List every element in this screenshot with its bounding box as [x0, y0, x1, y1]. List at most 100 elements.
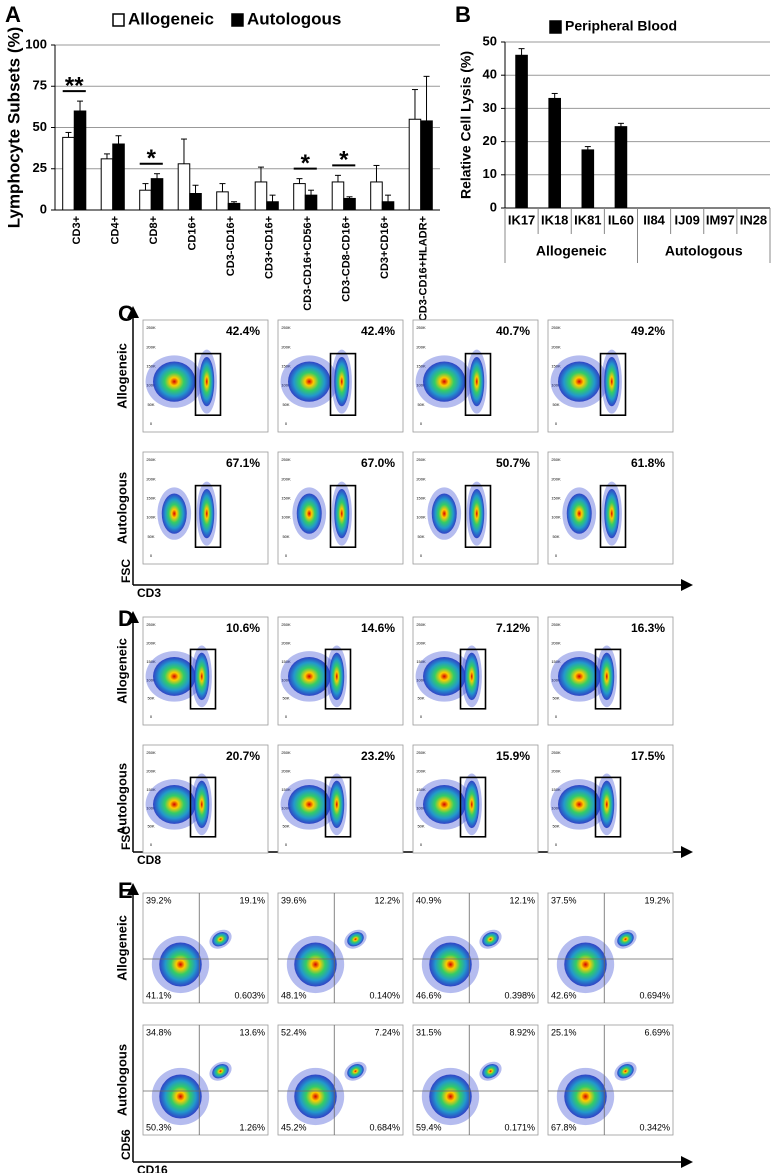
y-tick-label: 10 [483, 166, 497, 181]
quadrant-percentage: 19.2% [644, 895, 670, 905]
legend-label: Autologous [247, 9, 341, 28]
density [329, 780, 345, 829]
y-tick-label: 250K [146, 750, 156, 755]
y-tick-label: 100K [416, 805, 426, 810]
bar [62, 136, 75, 211]
y-tick-label: 150K [416, 659, 426, 664]
gate-percentage: 67.0% [361, 456, 395, 470]
quadrant-percentage: 1.26% [239, 1122, 265, 1132]
y-tick-label: 100K [146, 677, 156, 682]
bar [189, 193, 202, 211]
y-tick-label: 0 [150, 553, 153, 558]
y-tick-label: 75 [33, 78, 47, 93]
row-label: Allogeneic [114, 638, 129, 704]
bar [227, 202, 241, 211]
bar [581, 149, 595, 209]
panel-label: C [118, 301, 134, 326]
y-tick-label: 150K [551, 659, 561, 664]
y-tick-label: 100K [281, 515, 291, 520]
density [482, 1064, 499, 1079]
y-tick-label: 0 [420, 553, 423, 558]
density [329, 652, 345, 701]
y-tick-label: 100K [146, 805, 156, 810]
density [423, 361, 466, 402]
gate-percentage: 20.7% [226, 749, 260, 763]
density [464, 780, 480, 829]
plot-frame [277, 892, 404, 1004]
quadrant-percentage: 67.8% [551, 1122, 577, 1132]
x-tick-label: CD4+ [110, 216, 122, 244]
density [423, 656, 466, 696]
y-tick-label: 200K [281, 640, 291, 645]
density [288, 784, 331, 824]
bar [100, 158, 114, 211]
x-axis-label: CD8 [137, 853, 161, 867]
y-tick-label: 150K [416, 495, 426, 500]
y-tick-label: 50K [282, 696, 289, 701]
y-tick-label: 0 [555, 553, 558, 558]
x-tick-label: CD3+ [71, 216, 83, 244]
gate-percentage: 40.7% [496, 324, 530, 338]
row-label: Allogeneic [114, 915, 129, 981]
y-tick-label: 100K [416, 677, 426, 682]
gate [329, 484, 357, 549]
gate [599, 484, 627, 549]
density [347, 932, 364, 947]
significance-mark: * [339, 147, 349, 174]
density [199, 356, 215, 407]
row-label: Autologous [114, 472, 129, 544]
bar [408, 118, 422, 211]
y-axis-label: CD56 [119, 1129, 133, 1160]
x-tick-label: IK17 [508, 212, 535, 227]
gate-percentage: 61.8% [631, 456, 665, 470]
y-axis-label: Lymphocyte Subsets (%) [4, 27, 23, 229]
plot-frame [412, 892, 539, 1004]
quadrant-percentage: 39.2% [146, 895, 172, 905]
y-tick-label: 200K [416, 476, 426, 481]
plot-frame [412, 1024, 539, 1136]
y-tick-label: 200K [281, 344, 291, 349]
y-tick-label: 200K [281, 476, 291, 481]
plot-frame [547, 1024, 674, 1136]
y-tick-label: 50K [417, 534, 424, 539]
bar [266, 201, 279, 211]
legend-label: Peripheral Blood [565, 18, 677, 34]
y-tick-label: 0 [420, 421, 423, 426]
y-tick-label: 150K [146, 363, 156, 368]
y-tick-label: 250K [551, 750, 561, 755]
group-label: Allogeneic [536, 243, 607, 259]
y-tick-label: 250K [551, 457, 561, 462]
gate [324, 648, 352, 710]
density [288, 656, 331, 696]
quadrant-percentage: 12.2% [374, 895, 400, 905]
y-tick-label: 100K [146, 383, 156, 388]
density [294, 942, 337, 987]
density [464, 652, 480, 701]
y-tick-label: 250K [146, 457, 156, 462]
quadrant-percentage: 0.694% [639, 990, 670, 1000]
plot-frame [142, 892, 269, 1004]
y-tick-label: 0 [150, 714, 153, 719]
bar [614, 126, 628, 209]
y-tick-label: 100 [25, 36, 47, 51]
y-tick-label: 50K [147, 824, 154, 829]
density [429, 1074, 472, 1119]
y-axis-label: Relative Cell Lysis (%) [458, 51, 474, 199]
quadrant-percentage: 46.6% [416, 990, 442, 1000]
y-tick-label: 50K [417, 824, 424, 829]
y-tick-label: 100K [551, 383, 561, 388]
density [161, 493, 187, 534]
y-tick-label: 200K [281, 768, 291, 773]
y-tick-label: 0 [150, 842, 153, 847]
x-axis-label: CD16 [137, 1163, 168, 1173]
y-tick-label: 200K [416, 768, 426, 773]
y-axis-label: FSC [119, 826, 133, 850]
y-tick-label: 150K [281, 363, 291, 368]
quadrant-percentage: 39.6% [281, 895, 307, 905]
bar [150, 178, 164, 211]
x-tick-label: IN28 [740, 212, 767, 227]
gate [594, 776, 622, 838]
gate [594, 648, 622, 710]
density [566, 493, 592, 534]
x-tick-label: CD3-CD8-CD16+ [341, 216, 353, 302]
